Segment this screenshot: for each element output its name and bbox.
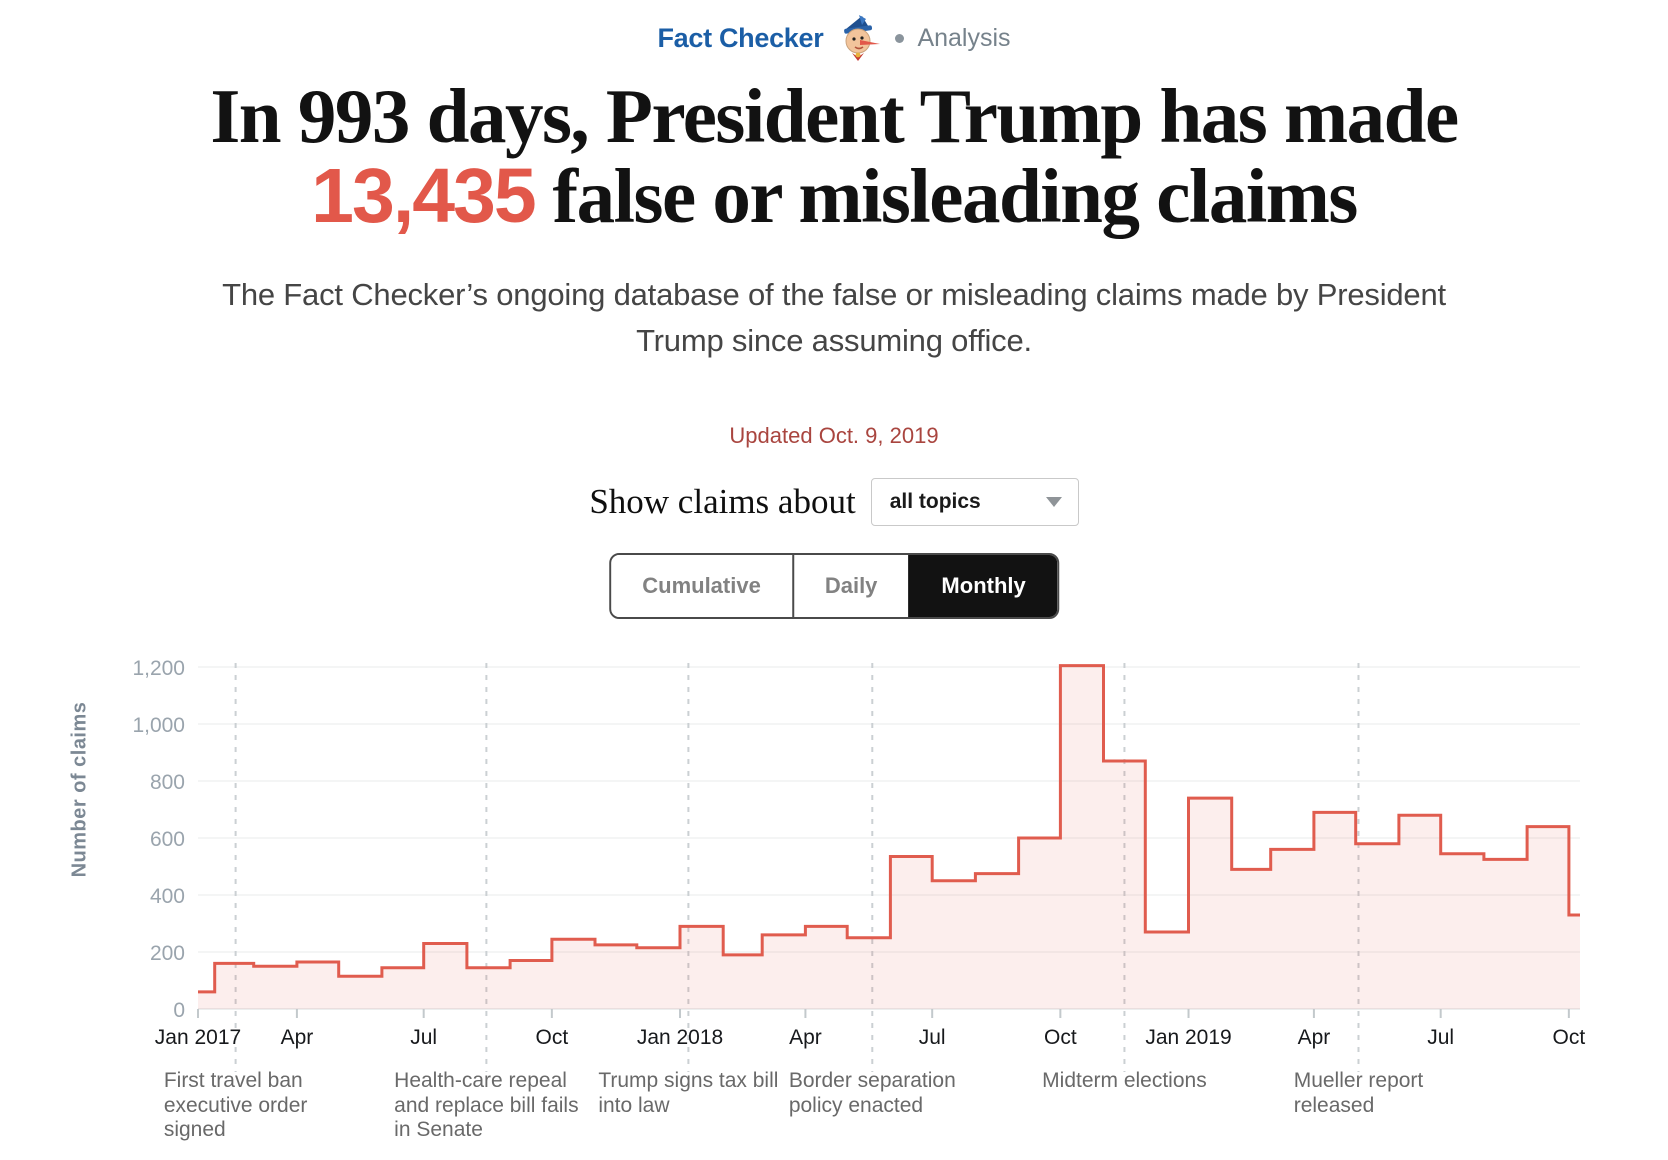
x-tick-label: Oct [536,1026,569,1049]
event-annotation: Border separation policy enacted [788,1069,956,1117]
y-tick-label: 1,200 [132,657,185,680]
event-annotation: Health-care repeal and replace bill fail… [394,1069,579,1142]
title-line1: In 993 days, President Trump has made [210,73,1459,159]
x-tick-label: Jan 2019 [1145,1026,1231,1049]
page-kicker: Fact Checker Analysis [0,14,1668,62]
y-tick-label: 1,000 [132,714,185,737]
fact-checker-logo-text[interactable]: Fact Checker [657,22,824,53]
y-tick-label: 400 [150,885,185,908]
x-tick-label: Jan 2017 [155,1026,241,1049]
series-step-line[interactable] [198,664,1580,994]
page-subtitle: The Fact Checker’s ongoing database of t… [222,277,1446,358]
tab-monthly[interactable]: Monthly [908,555,1057,617]
y-tick-label: 0 [173,999,185,1022]
event-annotation: Trump signs tax bill into law [598,1069,779,1117]
x-tick-label: Oct [1553,1026,1586,1049]
topic-filter-row: Show claims about all topics [0,478,1668,526]
pinocchio-icon [836,13,882,63]
topic-filter-label: Show claims about [589,482,856,521]
x-tick-label: Jul [919,1026,946,1049]
x-tick-label: Oct [1044,1026,1077,1049]
x-tick-label: Jul [1427,1026,1454,1049]
x-tick-label: Jan 2018 [637,1026,723,1049]
topic-dropdown[interactable]: all topics [870,478,1079,526]
x-tick-label: Jul [410,1026,437,1049]
view-toggle: Cumulative Daily Monthly [609,553,1059,619]
y-tick-label: 800 [150,771,185,794]
tab-daily[interactable]: Daily [791,555,909,617]
topic-dropdown-value: all topics [889,490,981,513]
x-tick-label: Apr [789,1026,822,1049]
updated-date: Updated Oct. 9, 2019 [729,423,939,448]
series-area-fill [198,665,1580,1009]
x-tick-label: Apr [281,1026,314,1049]
tab-cumulative[interactable]: Cumulative [611,555,792,617]
chevron-down-icon [1045,497,1062,507]
x-tick-label: Apr [1298,1026,1331,1049]
event-annotation: Midterm elections [1042,1069,1207,1092]
event-annotation: First travel ban executive order signed [163,1069,308,1142]
claims-count: 13,435 [311,153,537,240]
y-tick-label: 200 [150,942,185,965]
section-label[interactable]: Analysis [917,23,1011,52]
page-title: In 993 days, President Trump has made 13,… [0,76,1668,236]
y-tick-label: 600 [150,828,185,851]
separator-dot-icon [895,33,905,43]
title-line2: false or misleading claims [534,153,1358,240]
event-annotation: Mueller report released [1293,1069,1424,1117]
